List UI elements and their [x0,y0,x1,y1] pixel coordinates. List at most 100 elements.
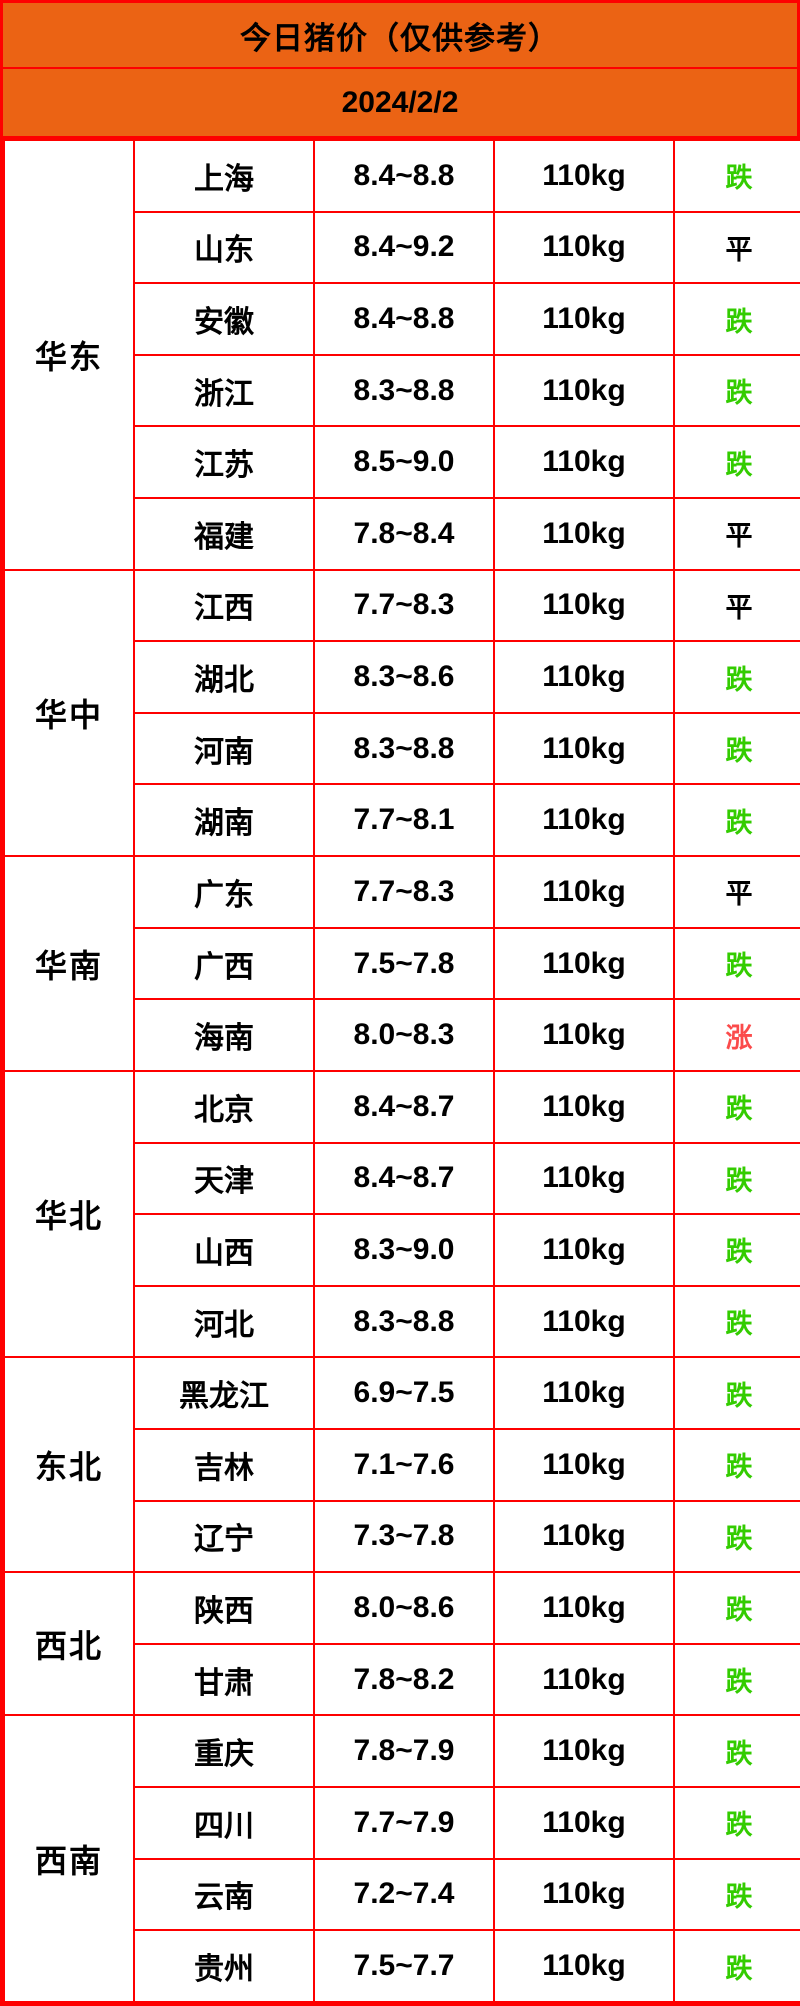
price-table: 华东 上海 8.4~8.8 110kg 跌山东 8.4~9.2 110kg 平安徽 8.4~8.… [3,139,800,2003]
trend-cell: 跌 [673,711,800,786]
province-cell: 广东 [133,855,315,929]
price-cell: 8.3~8.8 [313,1284,495,1359]
price-cell: 8.4~8.7 [313,1069,495,1144]
region-cell: 西南 [3,1714,135,2003]
province-cell: 辽宁 [133,1499,315,1574]
province-cell: 贵州 [133,1929,315,2003]
trend-cell: 跌 [673,1141,800,1216]
price-cell: 7.5~7.8 [313,926,495,1001]
price-cell: 8.3~8.8 [313,353,495,428]
region-cell: 西北 [3,1571,135,1717]
weight-cell: 110kg [493,1571,675,1645]
table-row: 河北 8.3~8.8 110kg 跌 [4,1284,800,1359]
price-cell: 6.9~7.5 [313,1356,495,1430]
table-row: 浙江 8.3~8.8 110kg 跌 [4,353,800,428]
title-banner: 今日猪价（仅供参考） [3,3,797,69]
province-cell: 海南 [133,998,315,1072]
table-row: 贵州 7.5~7.7 110kg 跌 [4,1929,800,2003]
province-cell: 湖北 [133,640,315,714]
province-cell: 重庆 [133,1714,315,1789]
table-row: 天津 8.4~8.7 110kg 跌 [4,1141,800,1216]
region-cell: 华北 [3,1069,135,1359]
weight-cell: 110kg [493,1141,675,1216]
province-cell: 山西 [133,1213,315,1287]
province-cell: 云南 [133,1857,315,1932]
weight-cell: 110kg [493,711,675,786]
table-row: 东北 黑龙江 6.9~7.5 110kg 跌 [3,1356,800,1574]
province-cell: 河北 [133,1284,315,1359]
price-cell: 7.8~8.2 [313,1642,495,1717]
trend-cell: 跌 [673,1571,800,1645]
weight-cell: 110kg [493,855,675,929]
trend-cell: 跌 [673,926,800,1001]
table-row: 江苏 8.5~9.0 110kg 跌 [4,425,800,500]
price-cell: 7.7~8.3 [313,568,495,643]
table-row: 辽宁 7.3~7.8 110kg 跌 [4,1499,800,1574]
weight-cell: 110kg [493,1857,675,1932]
region-cell: 华中 [3,568,135,858]
price-cell: 8.4~8.8 [313,139,495,213]
trend-cell: 跌 [673,282,800,356]
weight-cell: 110kg [493,926,675,1001]
province-cell: 四川 [133,1786,315,1860]
page-title: 今日猪价（仅供参考） [240,20,560,56]
weight-cell: 110kg [493,425,675,500]
trend-cell: 平 [673,210,800,285]
date-text: 2024/2/2 [341,85,459,119]
price-cell: 7.7~7.9 [313,1786,495,1860]
table-row: 云南 7.2~7.4 110kg 跌 [4,1857,800,1932]
weight-cell: 110kg [493,1356,675,1430]
price-cell: 7.2~7.4 [313,1857,495,1932]
province-cell: 天津 [133,1141,315,1216]
weight-cell: 110kg [493,1284,675,1359]
weight-cell: 110kg [493,640,675,714]
weight-cell: 110kg [493,139,675,213]
trend-cell: 跌 [673,1929,800,2003]
weight-cell: 110kg [493,1427,675,1502]
price-cell: 8.4~9.2 [313,210,495,285]
weight-cell: 110kg [493,282,675,356]
table-row: 湖北 8.3~8.6 110kg 跌 [4,640,800,714]
trend-cell: 平 [673,568,800,643]
table-row: 福建 7.8~8.4 110kg 平 [4,497,800,571]
price-cell: 8.0~8.3 [313,998,495,1072]
price-cell: 7.3~7.8 [313,1499,495,1574]
price-table-body: 华东 上海 8.4~8.8 110kg 跌山东 8.4~9.2 110kg 平安徽 8.4~8.… [3,139,800,2003]
table-row: 湖南 7.7~8.1 110kg 跌 [4,783,800,858]
price-cell: 8.0~8.6 [313,1571,495,1645]
province-cell: 福建 [133,497,315,571]
province-cell: 安徽 [133,282,315,356]
trend-cell: 跌 [673,1284,800,1359]
province-cell: 河南 [133,711,315,786]
trend-cell: 跌 [673,139,800,213]
price-table-wrap: 华东 上海 8.4~8.8 110kg 跌山东 8.4~9.2 110kg 平安徽 8.4~8.… [3,139,800,2003]
province-cell: 江苏 [133,425,315,500]
weight-cell: 110kg [493,1714,675,1789]
trend-cell: 平 [673,855,800,929]
price-cell: 7.5~7.7 [313,1929,495,2003]
province-cell: 吉林 [133,1427,315,1502]
price-cell: 8.4~8.7 [313,1141,495,1216]
region-cell: 东北 [3,1356,135,1574]
table-row: 华中 江西 7.7~8.3 110kg 平 [3,568,800,858]
province-cell: 湖南 [133,783,315,858]
weight-cell: 110kg [493,1642,675,1717]
table-row: 海南 8.0~8.3 110kg 涨 [4,998,800,1072]
trend-cell: 跌 [673,1427,800,1502]
region-cell: 华南 [3,855,135,1072]
table-row: 华南 广东 7.7~8.3 110kg 平 [3,855,800,1072]
price-cell: 7.8~8.4 [313,497,495,571]
province-cell: 上海 [133,139,315,213]
province-cell: 江西 [133,568,315,643]
weight-cell: 110kg [493,497,675,571]
price-cell: 8.3~8.8 [313,711,495,786]
price-cell: 8.5~9.0 [313,425,495,500]
region-cell: 华东 [3,139,135,571]
province-cell: 山东 [133,210,315,285]
weight-cell: 110kg [493,1786,675,1860]
table-row: 山东 8.4~9.2 110kg 平 [4,210,800,285]
weight-cell: 110kg [493,1069,675,1144]
trend-cell: 跌 [673,783,800,858]
price-cell: 8.3~9.0 [313,1213,495,1287]
